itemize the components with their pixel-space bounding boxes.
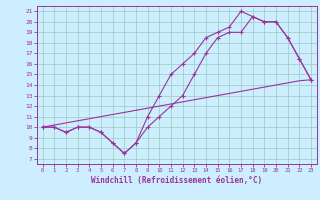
X-axis label: Windchill (Refroidissement éolien,°C): Windchill (Refroidissement éolien,°C) bbox=[91, 176, 262, 185]
